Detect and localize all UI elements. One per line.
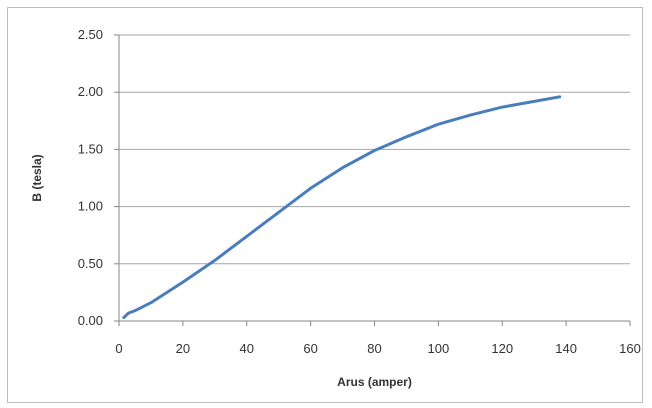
x-tick-label: 140 [555,341,577,356]
chart-svg: 0.00 0.50 1.00 1.50 2.00 2.50 0 20 40 60 80 100 120 1… [30,27,641,389]
y-tick-label: 1.00 [78,199,103,214]
axes [114,34,631,326]
y-tick-label: 2.00 [78,84,103,99]
x-tick-label: 60 [303,341,317,356]
chart-frame: 0.00 0.50 1.00 1.50 2.00 2.50 0 20 40 60 80 100 120 1… [7,7,643,403]
y-tick-label: 1.50 [78,141,103,156]
tick-labels: 0.00 0.50 1.00 1.50 2.00 2.50 0 20 40 60 80 100 120 1… [78,27,641,356]
x-tick-label: 160 [619,341,641,356]
x-axis-title: Arus (amper) [337,375,412,389]
y-tick-label: 0.00 [78,313,103,328]
x-tick-label: 20 [176,341,190,356]
x-tick-label: 120 [491,341,513,356]
series-layer [122,95,562,320]
x-tick-label: 0 [115,341,122,356]
x-tick-label: 100 [428,341,450,356]
y-tick-label: 2.50 [78,27,103,42]
x-tick-label: 80 [367,341,381,356]
series-line-0 [122,95,562,320]
y-axis-title: B (tesla) [30,154,44,201]
x-tick-label: 40 [240,341,254,356]
y-tick-label: 0.50 [78,256,103,271]
